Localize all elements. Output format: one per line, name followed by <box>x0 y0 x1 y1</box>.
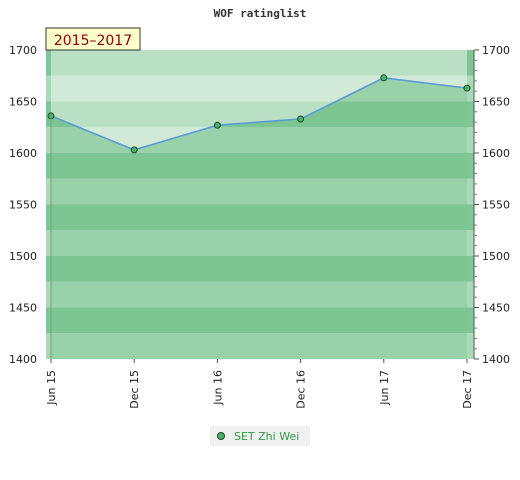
y-tick-label-right: 1550 <box>482 199 510 212</box>
rating-area-fill <box>51 77 467 359</box>
chart-title: WOF ratinglist <box>214 7 307 20</box>
grid-band <box>46 256 474 282</box>
area-above-line <box>51 50 467 150</box>
rating-line-path <box>50 76 468 151</box>
grid-band <box>46 230 474 256</box>
y-tick-label-left: 1700 <box>9 44 37 57</box>
rating-area <box>51 77 467 359</box>
grid-band <box>46 178 474 205</box>
grid-band <box>46 204 474 231</box>
grid-band <box>46 307 474 334</box>
grid-band <box>46 153 474 179</box>
period-badge-text: 2015–2017 <box>54 33 132 49</box>
rating-markers <box>47 74 471 154</box>
legend-series-name: SET Zhi Wei <box>234 430 299 443</box>
y-axis-left: 1400 1450 1500 1550 1600 1650 1700 <box>9 44 37 366</box>
data-point <box>463 84 471 92</box>
x-tick-label: Dec 17 <box>461 370 474 409</box>
grid-band <box>46 50 474 76</box>
grid-band <box>46 101 474 128</box>
y-tick-label-left: 1600 <box>9 147 37 160</box>
y-tick-label-left: 1650 <box>9 96 37 109</box>
data-point <box>380 74 388 82</box>
y-tick-label-right: 1400 <box>482 353 510 366</box>
x-tick-label: Jun 15 <box>45 370 58 406</box>
y-tick-label-left: 1450 <box>9 302 37 315</box>
data-point <box>130 146 138 154</box>
y-tick-label-left: 1400 <box>9 353 37 366</box>
data-point <box>213 121 221 129</box>
y-tick-label-left: 1550 <box>9 199 37 212</box>
legend-marker <box>217 432 225 440</box>
rating-line <box>50 76 468 151</box>
plot-background <box>46 50 474 359</box>
x-axis: Jun 15 Dec 15 Jun 16 Dec 16 Jun 17 Dec 17 <box>45 114 474 409</box>
y-axis-right: 1400 1450 1500 1550 1600 1650 1700 <box>473 44 510 366</box>
x-tick-label: Jun 17 <box>378 370 391 406</box>
data-point <box>297 115 305 123</box>
grid-band <box>46 333 474 359</box>
x-tick-label: Jun 16 <box>211 370 224 406</box>
x-tick-label: Dec 15 <box>128 370 141 409</box>
y-tick-label-right: 1700 <box>482 44 510 57</box>
y-tick-label-right: 1650 <box>482 96 510 109</box>
y-tick-label-right: 1500 <box>482 250 510 263</box>
y-tick-label-right: 1600 <box>482 147 510 160</box>
y-tick-label-left: 1500 <box>9 250 37 263</box>
period-badge[interactable]: 2015–2017 <box>45 27 141 51</box>
grid-band <box>46 127 474 153</box>
legend[interactable]: SET Zhi Wei <box>210 426 310 446</box>
grid-band <box>46 281 474 308</box>
x-tick-label: Dec 16 <box>295 370 308 409</box>
y-tick-label-right: 1450 <box>482 302 510 315</box>
